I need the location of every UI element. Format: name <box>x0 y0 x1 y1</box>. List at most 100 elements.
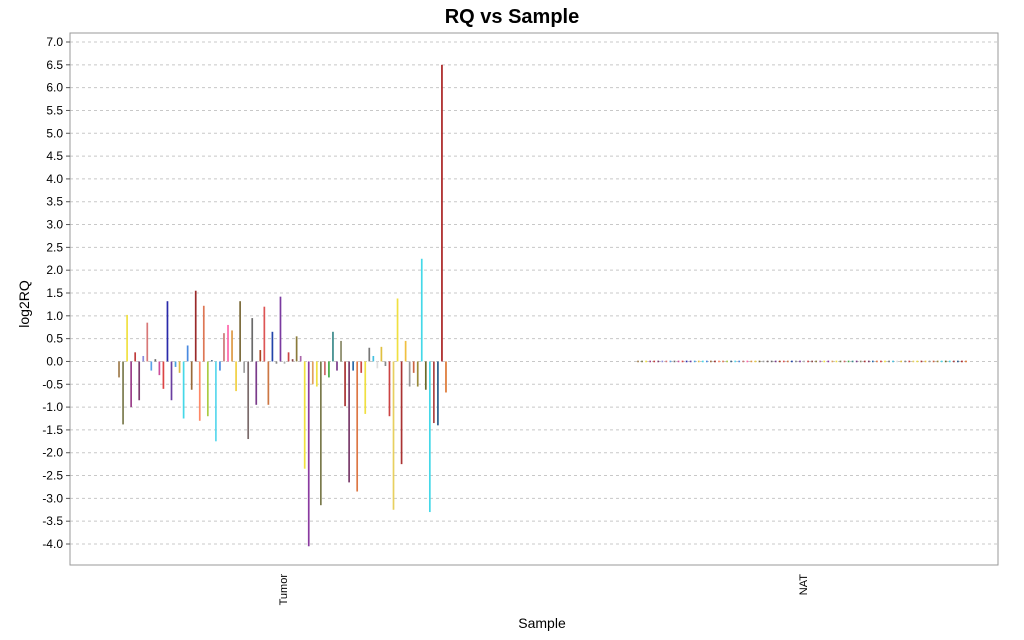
y-tick-label: -4.0 <box>42 537 63 551</box>
bar <box>320 361 322 506</box>
bar <box>424 361 427 390</box>
bar <box>714 360 716 363</box>
bar <box>649 360 652 363</box>
bar <box>279 296 282 362</box>
x-category-label: Tumor <box>278 574 290 606</box>
bar <box>758 360 761 363</box>
bar <box>400 361 403 465</box>
bar <box>689 360 692 363</box>
bar <box>685 360 688 363</box>
y-tick-label: 0.5 <box>46 332 63 346</box>
bar <box>782 360 785 363</box>
bar <box>916 360 919 363</box>
bar <box>701 360 704 363</box>
bar <box>376 361 379 369</box>
bar <box>307 361 310 547</box>
bar <box>738 360 741 363</box>
bar <box>247 361 250 440</box>
y-tick-label: 1.5 <box>46 286 63 300</box>
x-axis-label: Sample <box>518 615 566 631</box>
bar <box>912 360 915 363</box>
bar <box>952 360 955 363</box>
bar <box>851 360 854 363</box>
bar <box>746 360 749 363</box>
bar <box>669 360 672 363</box>
bar <box>441 64 443 362</box>
bar <box>811 360 813 363</box>
bar <box>384 361 387 367</box>
y-tick-label: 4.0 <box>46 172 63 186</box>
bar <box>863 360 866 363</box>
bar <box>206 361 209 417</box>
bar <box>637 360 639 363</box>
bar <box>388 361 391 417</box>
bar <box>815 360 818 363</box>
y-tick-label: 5.0 <box>46 126 63 140</box>
bar <box>332 331 334 362</box>
y-tick-label: -2.5 <box>42 469 63 483</box>
y-tick-label: 3.0 <box>46 218 63 232</box>
bar <box>673 360 676 363</box>
bar <box>344 361 346 407</box>
bar <box>888 360 890 363</box>
bar <box>932 360 935 363</box>
bar <box>924 360 927 363</box>
bar <box>328 361 330 378</box>
bar <box>202 305 205 362</box>
bar <box>239 301 241 362</box>
bar <box>315 361 318 387</box>
bar <box>653 360 656 363</box>
bar <box>754 360 757 363</box>
bar <box>843 360 846 363</box>
bar <box>166 301 169 362</box>
bar <box>420 258 423 362</box>
bar <box>936 360 939 363</box>
bar <box>681 360 684 363</box>
bar <box>766 360 769 363</box>
bar <box>718 360 720 363</box>
bar <box>416 361 419 387</box>
bar <box>786 360 789 363</box>
bar <box>819 360 822 363</box>
bar <box>295 336 298 362</box>
y-tick-label: 4.5 <box>46 149 63 163</box>
bar <box>227 324 229 362</box>
bar <box>920 360 923 363</box>
bar <box>263 306 266 362</box>
bar <box>657 360 660 363</box>
bar <box>437 361 439 426</box>
bar <box>170 361 173 401</box>
bar <box>291 359 294 362</box>
bar <box>283 361 286 364</box>
bar <box>944 360 947 363</box>
y-axis-label: log2RQ <box>16 280 32 328</box>
bar <box>428 361 431 513</box>
bar <box>445 361 447 393</box>
plot-area-frame <box>69 32 999 566</box>
bar <box>677 360 680 363</box>
bar <box>697 360 700 363</box>
bar <box>126 314 128 362</box>
bar <box>880 360 882 363</box>
bar <box>235 361 237 392</box>
bar <box>372 355 375 362</box>
bar <box>661 360 664 363</box>
bar <box>396 298 399 362</box>
bar-series <box>118 64 967 547</box>
bar <box>957 360 959 363</box>
bar <box>791 360 793 363</box>
y-tick-label: 2.5 <box>46 240 63 254</box>
bar <box>174 361 177 367</box>
bar <box>150 361 153 371</box>
bar <box>158 361 161 376</box>
bar <box>142 355 145 362</box>
bar <box>404 340 407 362</box>
y-tick-label: 1.0 <box>46 309 63 323</box>
bar <box>867 360 870 363</box>
bar <box>803 360 805 363</box>
bar <box>940 360 943 363</box>
bar <box>896 360 898 363</box>
bar <box>336 361 338 371</box>
bar <box>392 361 395 510</box>
bar <box>275 361 278 364</box>
